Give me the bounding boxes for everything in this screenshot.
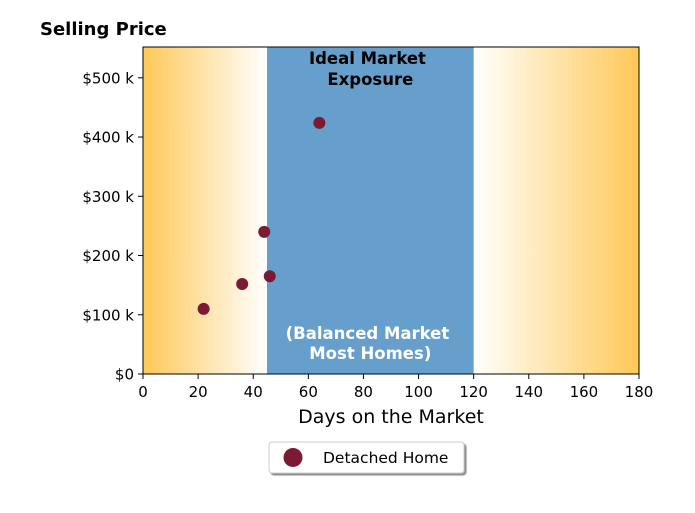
legend-label-detached-home: Detached Home bbox=[323, 449, 448, 467]
band-label-bottom: (Balanced Market Most Homes) bbox=[286, 324, 455, 363]
background-gradient-left bbox=[143, 47, 267, 374]
plot-frame bbox=[142, 46, 640, 375]
band-label-top-line-2: Exposure bbox=[327, 70, 413, 89]
y-tick-label: $0 bbox=[115, 366, 134, 384]
data-point-3 bbox=[258, 225, 271, 238]
x-tick-label: 100 bbox=[404, 383, 433, 401]
band-label-bottom-line-2: Most Homes) bbox=[309, 344, 431, 363]
x-tick-label: 60 bbox=[299, 383, 318, 401]
data-point-2 bbox=[236, 277, 249, 290]
x-tick-label: 140 bbox=[514, 383, 543, 401]
x-tick-label: 40 bbox=[244, 383, 263, 401]
band-label-top-line-1: Ideal Market bbox=[309, 49, 426, 68]
ideal-exposure-band bbox=[267, 47, 474, 374]
x-tick-label: 80 bbox=[354, 383, 373, 401]
data-point-1 bbox=[197, 302, 210, 315]
chart-title: Selling Price bbox=[40, 19, 167, 40]
y-tick-label: $200 k bbox=[82, 247, 134, 265]
x-tick-label: 20 bbox=[189, 383, 208, 401]
x-axis: 0 20 40 60 80 100 120 140 160 180 bbox=[138, 374, 653, 401]
legend-box bbox=[268, 441, 465, 474]
x-tick-label: 120 bbox=[459, 383, 488, 401]
x-tick-label: 180 bbox=[625, 383, 654, 401]
y-tick-label: $100 k bbox=[82, 306, 134, 324]
x-tick-label: 160 bbox=[570, 383, 599, 401]
data-point-5 bbox=[313, 116, 326, 129]
y-tick-label: $300 k bbox=[82, 188, 134, 206]
x-axis-label: Days on the Market bbox=[298, 406, 484, 428]
data-points bbox=[197, 116, 326, 315]
y-tick-label: $500 k bbox=[82, 69, 134, 87]
data-point-4 bbox=[263, 270, 276, 283]
band-label-top: Ideal Market Exposure bbox=[309, 49, 432, 89]
legend-marker bbox=[283, 448, 303, 467]
background-gradient-right bbox=[473, 47, 639, 374]
y-axis: $0 $100 k $200 k $300 k $400 k $500 k bbox=[82, 69, 143, 384]
x-tick-label: 0 bbox=[138, 383, 148, 401]
legend: Detached Home bbox=[268, 441, 465, 474]
plot-area: Ideal Market Exposure (Balanced Market M… bbox=[142, 46, 640, 375]
y-tick-label: $400 k bbox=[82, 129, 134, 147]
band-label-bottom-line-1: (Balanced Market bbox=[286, 324, 450, 343]
